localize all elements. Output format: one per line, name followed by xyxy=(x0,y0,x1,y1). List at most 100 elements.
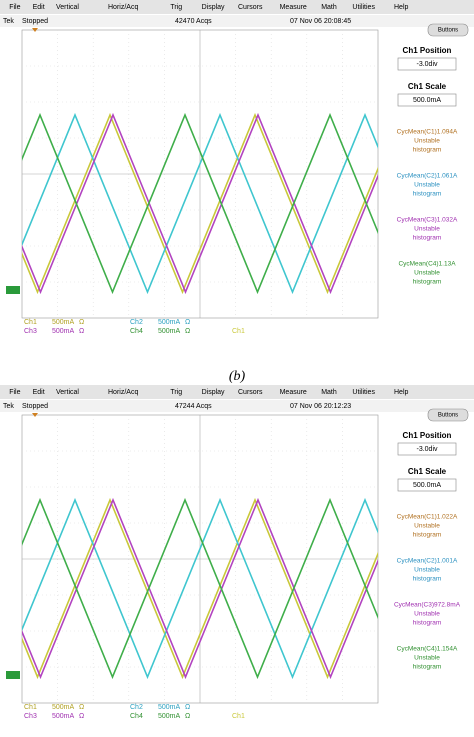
waveform xyxy=(22,497,378,680)
measurement-note: Unstable xyxy=(414,182,440,189)
position-value: -3.0div xyxy=(416,61,438,68)
status-bar xyxy=(0,400,474,412)
scale-box xyxy=(397,478,457,492)
trigger-marker xyxy=(32,28,38,32)
menu-item: Trig xyxy=(170,4,182,11)
channel-scale: 500mA xyxy=(158,704,181,711)
channel-name: Ch4 xyxy=(130,713,143,720)
menu-item: Vertical xyxy=(56,389,79,396)
menu-bar xyxy=(0,385,474,399)
waveform xyxy=(22,112,378,295)
position-box xyxy=(397,442,457,456)
channel-name: Ch1 xyxy=(24,704,37,711)
menu-item: File xyxy=(9,389,20,396)
measurement-note: Unstable xyxy=(414,138,440,145)
channel-scale: 500mA xyxy=(158,713,181,720)
channel-scale: 500mA xyxy=(158,319,181,326)
channel-name: Ch3 xyxy=(24,328,37,335)
menu-item: Help xyxy=(394,4,409,11)
menu-bar xyxy=(0,0,474,14)
date: 07 Nov 06 20:12:23 xyxy=(290,403,351,410)
menu-item: Edit xyxy=(33,389,45,396)
measurement: CycMean(C4)1.154A xyxy=(397,646,458,653)
state: Stopped xyxy=(22,18,48,25)
waveform xyxy=(22,497,378,680)
ground-marker xyxy=(6,286,20,294)
acqs: 42470 Acqs xyxy=(175,18,212,25)
measurement-note: Unstable xyxy=(414,567,440,574)
measurement: CycMean(C3)1.032A xyxy=(397,217,458,224)
menu-item: Horiz/Acq xyxy=(108,4,138,11)
channel-name: Ch2 xyxy=(130,319,143,326)
measurement-note: histogram xyxy=(413,279,442,286)
measurement: CycMean(C4)1.13A xyxy=(398,261,456,268)
channel-scale: 500mA xyxy=(52,319,75,326)
channel-unit: Ω xyxy=(79,328,84,335)
scale-value: 500.0mA xyxy=(413,482,441,489)
measurement: CycMean(C1)1.022A xyxy=(397,514,458,521)
trigger-marker xyxy=(32,413,38,417)
measurement: CycMean(C1)1.094A xyxy=(397,129,458,136)
channel-unit: Ω xyxy=(79,713,84,720)
menu-item: Trig xyxy=(170,389,182,396)
waveform xyxy=(22,112,378,295)
side-button[interactable] xyxy=(427,408,469,422)
waveform xyxy=(22,497,378,680)
menu-item: Utilities xyxy=(352,389,375,396)
scale-value: 500.0mA xyxy=(413,97,441,104)
menu-item: Cursors xyxy=(238,4,263,11)
menu-item: Math xyxy=(321,389,337,396)
position-title: Ch1 Position xyxy=(403,431,452,440)
measurement-note: histogram xyxy=(413,235,442,242)
menu-item: Help xyxy=(394,389,409,396)
menu-item: Measure xyxy=(280,4,307,11)
panel-label: (b) xyxy=(229,369,246,384)
measurement-note: Unstable xyxy=(414,270,440,277)
side-button[interactable] xyxy=(427,23,469,37)
menu-item: Math xyxy=(321,4,337,11)
date: 07 Nov 06 20:08:45 xyxy=(290,18,351,25)
measurement-note: Unstable xyxy=(414,611,440,618)
menu-item: Cursors xyxy=(238,389,263,396)
measurement-note: histogram xyxy=(413,532,442,539)
menu-item: Edit xyxy=(33,4,45,11)
channel-unit: Ω xyxy=(79,704,84,711)
menu-item: Horiz/Acq xyxy=(108,389,138,396)
measurement: CycMean(C2)1.001A xyxy=(397,558,458,565)
channel-scale: 500mA xyxy=(52,328,75,335)
measurement-note: histogram xyxy=(413,664,442,671)
menu-item: File xyxy=(9,4,20,11)
state: Stopped xyxy=(22,403,48,410)
ground-marker xyxy=(6,671,20,679)
measurement-note: Unstable xyxy=(414,226,440,233)
trigger-source: Ch1 xyxy=(232,713,245,720)
menu-item: Utilities xyxy=(352,4,375,11)
measurement-note: histogram xyxy=(413,620,442,627)
menu-item: Vertical xyxy=(56,4,79,11)
menu-item: Display xyxy=(202,4,225,11)
channel-scale: 500mA xyxy=(52,713,75,720)
channel-scale: 500mA xyxy=(52,704,75,711)
measurement-note: Unstable xyxy=(414,655,440,662)
position-title: Ch1 Position xyxy=(403,46,452,55)
channel-name: Ch3 xyxy=(24,713,37,720)
menu-item: Measure xyxy=(280,389,307,396)
channel-name: Ch4 xyxy=(130,328,143,335)
measurement-note: histogram xyxy=(413,147,442,154)
scale-title: Ch1 Scale xyxy=(408,467,447,476)
channel-unit: Ω xyxy=(79,319,84,326)
channel-unit: Ω xyxy=(185,704,190,711)
measurement-note: Unstable xyxy=(414,523,440,530)
channel-unit: Ω xyxy=(185,713,190,720)
position-box xyxy=(397,57,457,71)
brand: Tek xyxy=(3,403,14,410)
trigger-source: Ch1 xyxy=(232,328,245,335)
menu-item: Display xyxy=(202,389,225,396)
status-bar xyxy=(0,15,474,27)
channel-name: Ch2 xyxy=(130,704,143,711)
side-button-label: Buttons xyxy=(438,28,458,34)
acqs: 47244 Acqs xyxy=(175,403,212,410)
scale-title: Ch1 Scale xyxy=(408,82,447,91)
waveform xyxy=(22,112,378,295)
